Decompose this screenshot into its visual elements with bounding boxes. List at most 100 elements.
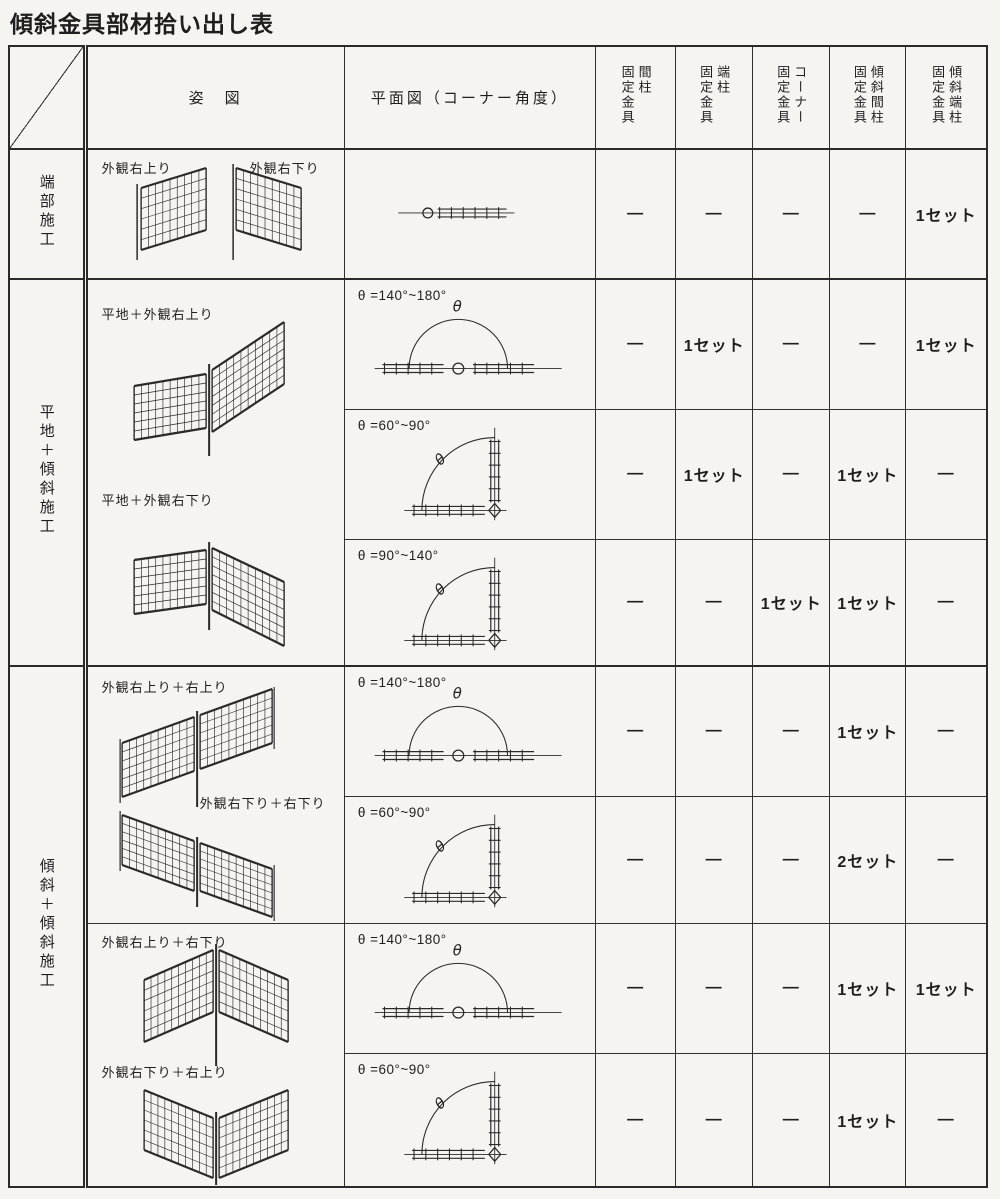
- row-group-label: 平地＋傾斜施工: [8, 278, 86, 667]
- row-group-label: 傾斜＋傾斜施工: [8, 665, 86, 1188]
- appearance-cell: 平地＋外観右上り 平地＋外観右下り: [82, 278, 345, 667]
- svg-text:θ: θ: [453, 298, 462, 315]
- plan-cell: θ =60°~90° θ: [343, 795, 597, 924]
- theta-range-label: θ =60°~90°: [357, 1061, 431, 1077]
- appearance-label: 外観右下り＋右下り: [199, 796, 326, 811]
- row-group-label: 端部施工: [8, 148, 86, 280]
- row-flat-slope-1: 平地＋傾斜施工 平地＋外観右上り 平地＋外観右下り θ =140°~180° θ…: [8, 278, 988, 667]
- header-row: 姿 図 平面図（コーナー角度） 間柱 固定金具 端柱 固定金具 コーナー 固定金具 傾…: [8, 45, 988, 150]
- header-part-slope-hashira: 傾斜端柱 固定金具: [905, 45, 988, 150]
- plan-cell: [343, 148, 597, 280]
- value-cell: 2セット: [829, 795, 907, 924]
- svg-text:θ: θ: [431, 837, 449, 856]
- fence-flat-slope-diagram: [132, 321, 285, 647]
- plan-corner-diagram: θ: [404, 557, 507, 650]
- row-slope-slope-4: θ =60°~90° θ — — — 1セット —: [9, 1052, 988, 1188]
- value-cell: 1セット: [829, 538, 907, 667]
- svg-text:θ: θ: [431, 1094, 449, 1113]
- value-cell: —: [595, 665, 677, 797]
- svg-text:θ: θ: [453, 685, 462, 702]
- plan-corner-diagram: θ: [404, 814, 507, 907]
- appearance-cell: 外観右上り＋右下り 外観右下り＋右上り: [82, 922, 345, 1188]
- theta-range-label: θ =140°~180°: [357, 675, 447, 690]
- theta-range-label: θ =140°~180°: [357, 931, 447, 947]
- value-cell: —: [752, 148, 831, 280]
- theta-range-label: θ =60°~90°: [357, 417, 431, 433]
- plan-straight-diagram: [398, 207, 515, 219]
- plan-cell: θ =140°~180° θ: [343, 922, 597, 1054]
- value-cell: —: [675, 538, 754, 667]
- header-part-slope-mabashira: 傾斜間柱 固定金具: [829, 45, 907, 150]
- value-cell: —: [905, 538, 988, 667]
- value-cell: —: [595, 922, 677, 1054]
- fence-slope-slope-straight-diagram: [119, 687, 275, 921]
- plan-corner-diagram: θ: [404, 427, 507, 520]
- parts-pickup-table: 姿 図 平面図（コーナー角度） 間柱 固定金具 端柱 固定金具 コーナー 固定金具 傾…: [8, 45, 988, 1188]
- theta-range-label: θ =90°~140°: [357, 547, 439, 563]
- plan-cell: θ =60°~90° θ: [343, 408, 597, 540]
- header-appearance: 姿 図: [82, 45, 345, 150]
- row-slope-slope-3: 外観右上り＋右下り 外観右下り＋右上り θ =140°~180° θ — — —…: [9, 922, 988, 1188]
- appearance-label: 外観右下り: [249, 161, 320, 176]
- plan-corner-diagram: θ: [404, 1071, 507, 1164]
- value-cell: —: [595, 278, 677, 410]
- plan-cell: θ =140°~180° θ: [343, 665, 597, 797]
- value-cell: 1セット: [905, 278, 988, 410]
- value-cell: 1セット: [829, 922, 907, 1054]
- fence-slope-slope-corner-diagram: [142, 943, 289, 1185]
- value-cell: —: [752, 922, 831, 1054]
- row-flat-slope-3: θ =90°~140° θ — — 1セット 1セット —: [9, 538, 988, 667]
- value-cell: —: [752, 408, 831, 540]
- value-cell: 1セット: [752, 538, 831, 667]
- value-cell: —: [752, 1052, 831, 1188]
- value-cell: 1セット: [675, 408, 754, 540]
- appearance-label: 外観右上り: [101, 161, 172, 176]
- header-plan-view: 平面図（コーナー角度）: [343, 45, 597, 150]
- value-cell: —: [675, 665, 754, 797]
- theta-range-label: θ =140°~180°: [357, 288, 447, 303]
- value-cell: —: [905, 795, 988, 924]
- value-cell: —: [595, 408, 677, 540]
- row-slope-slope-1: 傾斜＋傾斜施工 外観右上り＋右上り 外観右下り＋右下り θ =140°~180°…: [8, 665, 988, 1188]
- value-cell: —: [595, 1052, 677, 1188]
- value-cell: —: [595, 538, 677, 667]
- appearance-label: 平地＋外観右下り: [101, 493, 214, 508]
- value-cell: 1セット: [829, 408, 907, 540]
- plan-semicircle-diagram: θ: [374, 685, 562, 762]
- plan-cell: θ =140°~180° θ: [343, 278, 597, 410]
- value-cell: —: [595, 795, 677, 924]
- value-cell: 1セット: [905, 922, 988, 1054]
- value-cell: —: [752, 665, 831, 797]
- value-cell: —: [905, 408, 988, 540]
- appearance-label: 外観右上り＋右上り: [101, 680, 228, 695]
- value-cell: —: [675, 922, 754, 1054]
- header-part-hashira: 端柱 固定金具: [675, 45, 754, 150]
- row-flat-slope-2: θ =60°~90° θ — 1セット — 1セット —: [9, 408, 988, 540]
- page-title: 傾斜金具部材拾い出し表: [10, 11, 274, 37]
- value-cell: 1セット: [829, 665, 907, 797]
- appearance-label: 外観右下り＋右上り: [101, 1064, 228, 1080]
- value-cell: —: [829, 278, 907, 410]
- value-cell: —: [595, 148, 677, 280]
- svg-text:θ: θ: [431, 450, 449, 469]
- appearance-label: 平地＋外観右上り: [101, 307, 214, 322]
- header-part-mabashira: 間柱 固定金具: [595, 45, 677, 150]
- row-end-construction: 端部施工 外観右上り 外観右下り — — — — 1セット: [8, 148, 988, 280]
- plan-cell: θ =60°~90° θ: [343, 1052, 597, 1188]
- value-cell: —: [675, 148, 754, 280]
- plan-cell: θ =90°~140° θ: [343, 538, 597, 667]
- corner-diagonal-cell: [8, 45, 86, 150]
- value-cell: 1セット: [905, 148, 988, 280]
- value-cell: —: [752, 278, 831, 410]
- appearance-label: 外観右上り＋右下り: [101, 934, 228, 950]
- appearance-cell: 外観右上り＋右上り 外観右下り＋右下り: [82, 665, 345, 924]
- value-cell: —: [905, 1052, 988, 1188]
- value-cell: —: [905, 665, 988, 797]
- value-cell: 1セット: [829, 1052, 907, 1188]
- header-part-corner: コーナー 固定金具: [752, 45, 831, 150]
- value-cell: —: [752, 795, 831, 924]
- svg-text:θ: θ: [453, 942, 462, 959]
- value-cell: —: [675, 1052, 754, 1188]
- value-cell: 1セット: [675, 278, 754, 410]
- plan-semicircle-diagram: θ: [374, 298, 562, 375]
